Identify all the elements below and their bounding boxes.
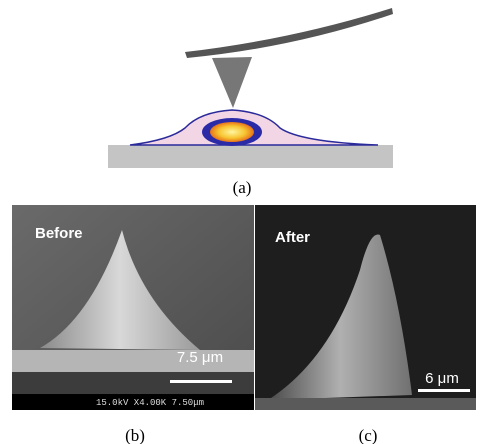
scale-bar: [170, 380, 232, 383]
nucleus: [210, 122, 254, 142]
panel-a: (a): [108, 8, 393, 197]
base: [255, 398, 476, 410]
substrate: [108, 145, 393, 168]
figure: (a) Before 7.5 μm 15.0kV X4.00K 7.50μm (…: [0, 0, 485, 444]
caption: (c): [359, 426, 378, 444]
info-bar: 15.0kV X4.00K 7.50μm: [96, 398, 204, 408]
caption: (a): [233, 178, 252, 197]
tip: [212, 57, 252, 108]
cantilever: [185, 8, 393, 58]
label: Before: [35, 225, 83, 242]
label: After: [275, 229, 310, 246]
scale-label: 6 μm: [425, 370, 459, 387]
scale-label: 7.5 μm: [177, 349, 223, 366]
caption: (b): [125, 426, 145, 444]
scale-bar: [418, 389, 470, 392]
panel-b: Before 7.5 μm 15.0kV X4.00K 7.50μm (b): [12, 205, 254, 444]
panel-c: After 6 μm (c): [255, 205, 476, 444]
